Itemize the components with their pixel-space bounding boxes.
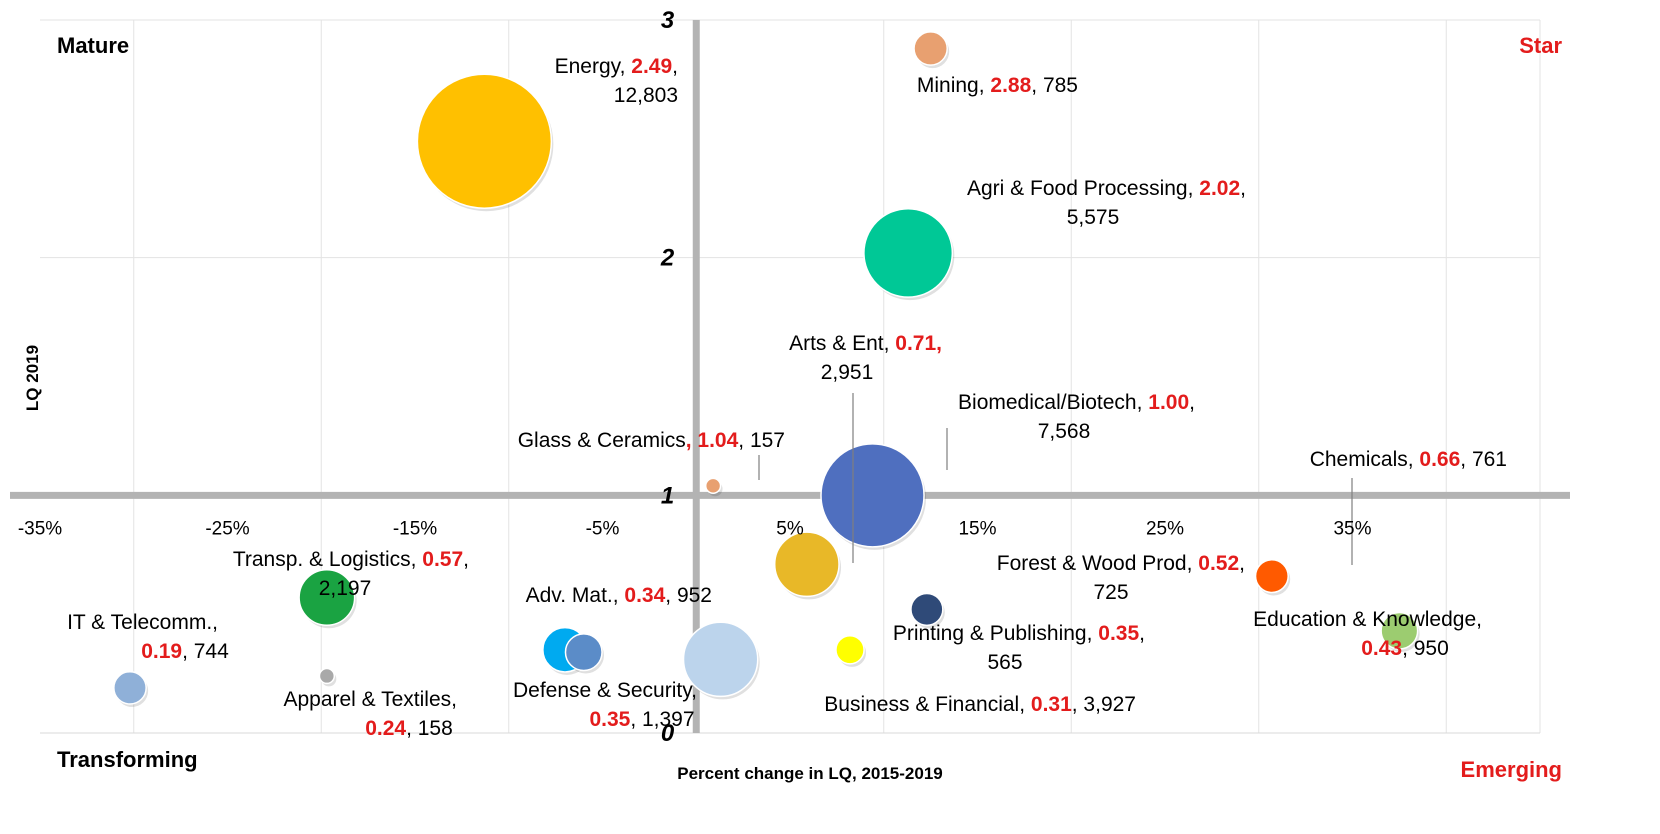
- x-tick-label: 35%: [1333, 518, 1371, 539]
- x-tick-label: -25%: [205, 518, 249, 539]
- data-label-arts-ent: 2,951: [821, 361, 874, 384]
- bubble-agri-food-processing: [863, 207, 954, 298]
- bubble-adv-mat: [564, 633, 603, 672]
- bubble-transp-logistics: [298, 569, 356, 627]
- data-label-chemicals: Chemicals, 0.66, 761: [1310, 448, 1507, 471]
- data-label-education-knowledge: 0.43, 950: [1361, 637, 1449, 660]
- data-label-forest-wood-prod: Forest & Wood Prod, 0.52,: [997, 552, 1245, 575]
- x-axis-title: Percent change in LQ, 2015-2019: [677, 764, 943, 783]
- data-label-mining: Mining, 2.88, 785: [917, 74, 1078, 97]
- bubble-forest-wood-prod: [910, 592, 944, 627]
- quadrant-label-bottom-right: Emerging: [1461, 757, 1562, 782]
- y-tick-label: 2: [660, 245, 675, 272]
- leader-lines: [758, 393, 1353, 565]
- x-tick-label: -5%: [586, 518, 620, 539]
- data-label-printing-publishing: 565: [987, 651, 1022, 674]
- data-label-glass-ceramics: Glass & Ceramics, 1.04, 157: [518, 429, 785, 452]
- data-label-energy: Energy, 2.49,: [555, 55, 678, 78]
- bubble-printing-publishing: [835, 634, 865, 665]
- bubble-education-knowledge: [1380, 611, 1419, 650]
- data-label-transp-logistics: 2,197: [319, 577, 372, 600]
- y-axis-title: LQ 2019: [23, 345, 42, 411]
- bubble-arts-ent: [773, 531, 840, 598]
- y-tick-label: 1: [661, 482, 674, 509]
- data-label-transp-logistics: Transp. & Logistics, 0.57,: [233, 548, 469, 571]
- data-label-forest-wood-prod: 725: [1093, 581, 1128, 604]
- bubble-glass-ceramics: [704, 477, 722, 494]
- data-label-agri-food-processing: Agri & Food Processing, 2.02,: [967, 177, 1246, 200]
- y-tick-label: 0: [661, 720, 675, 747]
- data-label-biomedical-biotech: 7,568: [1038, 420, 1091, 443]
- x-tick-label: 5%: [776, 518, 804, 539]
- bubble-business-financial: [682, 621, 759, 698]
- bubble-apparel-textiles: [318, 667, 336, 685]
- tick-labels: -35% -25% -15% -5% 5% 15% 25% 35% 0 1 2 3: [18, 7, 1372, 747]
- bubbles: [113, 31, 1420, 707]
- data-label-business-financial: Business & Financial, 0.31, 3,927: [824, 693, 1136, 716]
- data-label-defense-security: Defense & Security,: [513, 679, 697, 702]
- x-tick-label: -35%: [18, 518, 62, 539]
- quadrant-label-bottom-left: Transforming: [57, 747, 198, 772]
- x-tick-label: 15%: [958, 518, 996, 539]
- x-tick-label: 25%: [1146, 518, 1184, 539]
- data-label-it-telecomm: 0.19, 744: [141, 640, 229, 663]
- data-label-education-knowledge: Education & Knowledge,: [1253, 608, 1482, 631]
- axes: [10, 20, 1570, 733]
- data-label-biomedical-biotech: Biomedical/Biotech, 1.00,: [958, 391, 1195, 414]
- data-label-apparel-textiles: Apparel & Textiles,: [283, 688, 457, 711]
- y-tick-label: 3: [661, 7, 675, 34]
- quadrant-label-top-left: Mature: [57, 33, 129, 58]
- bubble-energy: [416, 73, 553, 209]
- data-label-arts-ent: Arts & Ent, 0.71,: [789, 332, 942, 355]
- data-label-energy: 12,803: [614, 84, 678, 107]
- data-labels: Energy, 2.49, 12,803 Mining, 2.88, 785 Agri…: [67, 55, 1507, 740]
- data-label-printing-publishing: Printing & Publishing, 0.35,: [893, 622, 1145, 645]
- bubble-it-telecomm: [113, 670, 147, 705]
- data-label-adv-mat: Adv. Mat., 0.34, 952: [526, 584, 712, 607]
- bubble-mining: [913, 31, 948, 66]
- data-label-agri-food-processing: 5,575: [1067, 206, 1120, 229]
- bubble-chemicals: [1254, 559, 1289, 594]
- data-label-defense-security: 0.35, 1,397: [589, 708, 694, 731]
- data-label-apparel-textiles: 0.24, 158: [365, 717, 453, 740]
- bubble-biomedical-biotech: [820, 443, 925, 548]
- x-tick-label: -15%: [393, 518, 437, 539]
- quadrant-label-top-right: Star: [1519, 33, 1562, 58]
- data-label-it-telecomm: IT & Telecomm.,: [67, 611, 218, 634]
